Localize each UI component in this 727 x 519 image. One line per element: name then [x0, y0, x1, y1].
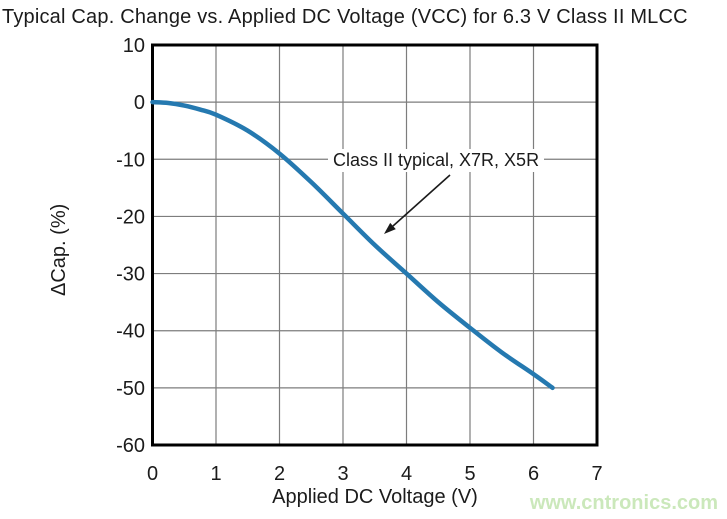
x-tick-label: 4 — [401, 463, 412, 485]
chart-title: Typical Cap. Change vs. Applied DC Volta… — [2, 6, 688, 28]
x-tick-label: 0 — [147, 463, 158, 485]
x-tick-label: 3 — [337, 463, 348, 485]
y-tick-label: -20 — [116, 206, 145, 228]
y-tick-label: -10 — [116, 149, 145, 171]
curve-annotation-label: Class II typical, X7R, X5R — [328, 149, 545, 172]
watermark: www.cntronics.com — [529, 492, 718, 514]
y-tick-label: -60 — [116, 435, 145, 457]
x-axis-title: Applied DC Voltage (V) — [272, 486, 478, 508]
annotation-arrow — [384, 174, 451, 234]
y-tick-label: -50 — [116, 378, 145, 400]
annotation-arrowhead — [384, 222, 396, 234]
plot-frame — [151, 43, 599, 447]
x-tick-label: 1 — [210, 463, 221, 485]
data-curve — [150, 99, 555, 391]
x-tick-label: 5 — [464, 463, 475, 485]
y-tick-label: -40 — [116, 321, 145, 343]
x-tick-label: 2 — [274, 463, 285, 485]
y-tick-label: 10 — [123, 35, 145, 57]
annotation-arrow-line — [392, 174, 451, 227]
x-tick-label: 7 — [591, 463, 602, 485]
y-axis-title: ΔCap. (%) — [48, 203, 70, 296]
y-tick-label: -30 — [116, 264, 145, 286]
x-tick-label: 6 — [528, 463, 539, 485]
y-tick-label: 0 — [134, 92, 145, 114]
